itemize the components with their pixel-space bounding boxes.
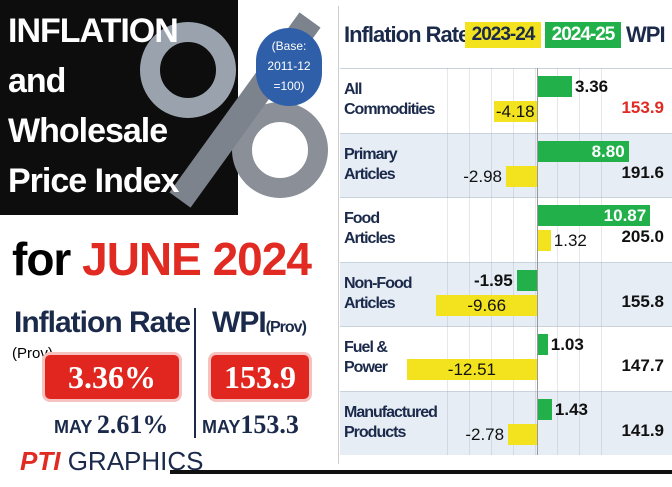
legend-entry: 2024-25 <box>545 22 621 48</box>
bar <box>508 424 537 445</box>
category-label: Manufactured Products <box>344 403 424 443</box>
grid-line <box>579 262 580 327</box>
data-label: -12.51 <box>409 359 535 380</box>
chart: 2023-242024-25WPI All Commodities 3.36 -4.1… <box>0 0 672 487</box>
data-label: -2.78 <box>444 424 504 445</box>
grid-line <box>447 68 448 133</box>
bar <box>537 334 548 355</box>
category-label: All Commodities <box>344 80 424 120</box>
wpi-value: 155.8 <box>618 292 664 312</box>
row-rule <box>340 133 672 134</box>
data-label: -2.98 <box>442 166 502 187</box>
row-rule <box>340 197 672 198</box>
category-label: Non-Food Articles <box>344 274 424 314</box>
data-label: 1.32 <box>554 230 587 251</box>
data-label: 10.87 <box>590 205 646 226</box>
wpi-value: 191.6 <box>618 163 664 183</box>
data-label: -4.18 <box>496 101 536 122</box>
grid-line <box>513 197 514 262</box>
row-rule <box>340 68 672 69</box>
bar <box>517 270 537 291</box>
row-rule <box>340 326 672 327</box>
grid-line <box>601 326 602 391</box>
grid-line <box>491 197 492 262</box>
grid-line <box>535 197 536 262</box>
wpi-value: 153.9 <box>618 98 664 118</box>
wpi-header: WPI <box>626 22 665 48</box>
data-label: 1.43 <box>555 399 588 420</box>
zero-line <box>537 68 538 455</box>
category-label: Food Articles <box>344 209 424 249</box>
row-rule <box>340 391 672 392</box>
data-label: -9.66 <box>438 295 535 316</box>
grid-line <box>601 262 602 327</box>
legend-entry: 2023-24 <box>465 22 541 48</box>
grid-line <box>601 391 602 456</box>
data-label: 8.80 <box>569 141 625 162</box>
bar <box>537 76 572 97</box>
row-rule <box>340 262 672 263</box>
bar <box>506 166 537 187</box>
grid-line <box>491 68 492 133</box>
data-label: -1.95 <box>453 270 513 291</box>
data-label: 1.03 <box>551 334 584 355</box>
grid-line <box>469 197 470 262</box>
bar <box>537 399 552 420</box>
grid-line <box>447 197 448 262</box>
category-label: Primary Articles <box>344 145 424 185</box>
bar <box>537 230 551 251</box>
data-label: 3.36 <box>575 76 608 97</box>
wpi-value: 205.0 <box>618 227 664 247</box>
grid-line <box>469 68 470 133</box>
wpi-value: 147.7 <box>618 356 664 376</box>
wpi-value: 141.9 <box>618 421 664 441</box>
infographic: INFLATION and Wholesale Price Index (Bas… <box>0 0 672 487</box>
grid-line <box>557 262 558 327</box>
